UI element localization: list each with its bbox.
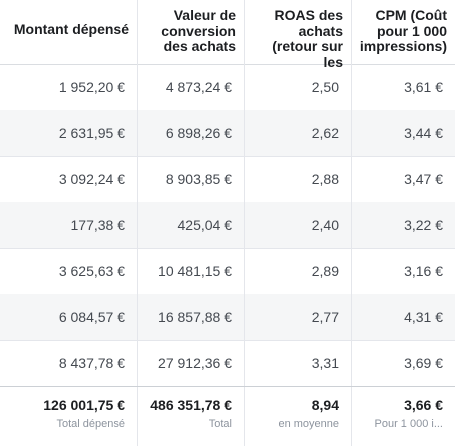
table-row[interactable]: 3 092,24 € 8 903,85 € 2,88 3,47 € (0, 156, 455, 203)
cpm-cell: 3,22 € (404, 217, 443, 233)
amount-spent-cell: 1 952,20 € (0, 64, 138, 110)
conversion-value-cell: 6 898,26 € (138, 110, 245, 156)
conversion-value-cell: 8 903,85 € (138, 156, 245, 202)
conversion-value-cell: 16 857,88 € (138, 294, 245, 340)
total-cpm-cell: 3,66 € Pour 1 000 i... (352, 387, 455, 446)
amount-spent-cell: 8 437,78 € (0, 340, 138, 386)
table-header: Montant dépensé Valeur de conversion des… (0, 0, 455, 69)
roas-cell: 2,88 (245, 156, 352, 202)
table-row[interactable]: 177,38 € 425,04 € 2,40 3,22 € (0, 202, 455, 249)
total-conversion-value-cell: 486 351,78 € Total (138, 387, 245, 446)
table-row[interactable]: 8 437,78 € 27 912,36 € 3,31 3,69 € (0, 340, 455, 387)
totals-row: 126 001,75 € Total dépensé 486 351,78 € … (0, 386, 455, 446)
roas-cell: 2,89 (245, 248, 352, 294)
roas-cell: 2,77 (245, 294, 352, 340)
total-caption: Pour 1 000 i... (374, 418, 444, 430)
table-row[interactable]: 3 625,63 € 10 481,15 € 2,89 3,16 € (0, 248, 455, 295)
cpm-cell: 3,47 € (404, 171, 443, 187)
total-value: 8,94 (311, 397, 339, 413)
total-value: 486 351,78 € (150, 397, 232, 413)
roas-cell: 2,40 (245, 202, 352, 248)
amount-spent-cell: 177,38 € (0, 202, 138, 248)
total-caption: Total (208, 418, 232, 430)
total-roas-cell: 8,94 en moyenne (245, 387, 352, 446)
column-header-purchase-roas[interactable]: ROAS des achats (retour sur les (245, 0, 352, 69)
cpm-cell: 3,16 € (404, 263, 443, 279)
cpm-cell: 4,31 € (404, 309, 443, 325)
amount-spent-cell: 2 631,95 € (0, 110, 138, 156)
conversion-value-cell: 10 481,15 € (138, 248, 245, 294)
total-caption: Total dépensé (56, 418, 126, 430)
roas-cell: 2,62 (245, 110, 352, 156)
total-value: 126 001,75 € (43, 397, 125, 413)
conversion-value-cell: 27 912,36 € (138, 340, 245, 386)
column-header-label: ROAS des achats (retour sur les (272, 7, 343, 70)
cpm-cell: 3,44 € (404, 125, 443, 141)
column-header-purchase-conversion-value[interactable]: Valeur de conversion des achats (138, 0, 245, 64)
roas-cell: 2,50 (245, 64, 352, 110)
conversion-value-cell: 425,04 € (138, 202, 245, 248)
amount-spent-cell: 3 092,24 € (0, 156, 138, 202)
column-header-label: CPM (Coût pour 1 000 impressions) (359, 7, 447, 54)
cpm-cell: 3,69 € (404, 355, 443, 371)
column-header-label: Montant dépensé (13, 21, 129, 38)
amount-spent-cell: 6 084,57 € (0, 294, 138, 340)
column-header-amount-spent[interactable]: Montant dépensé (0, 0, 138, 64)
total-caption: en moyenne (278, 418, 339, 430)
column-header-label: Valeur de conversion des achats (161, 7, 236, 54)
conversion-value-cell: 4 873,24 € (138, 64, 245, 110)
amount-spent-cell: 3 625,63 € (0, 248, 138, 294)
total-amount-spent-cell: 126 001,75 € Total dépensé (0, 387, 138, 446)
table-row[interactable]: 1 952,20 € 4 873,24 € 2,50 3,61 € (0, 64, 455, 111)
table-row[interactable]: 2 631,95 € 6 898,26 € 2,62 3,44 € (0, 110, 455, 157)
cpm-cell: 3,61 € (404, 79, 443, 95)
total-value: 3,66 € (404, 397, 443, 413)
roas-cell: 3,31 (245, 340, 352, 386)
column-header-cpm[interactable]: CPM (Coût pour 1 000 impressions) (352, 0, 455, 64)
table-row[interactable]: 6 084,57 € 16 857,88 € 2,77 4,31 € (0, 294, 455, 341)
